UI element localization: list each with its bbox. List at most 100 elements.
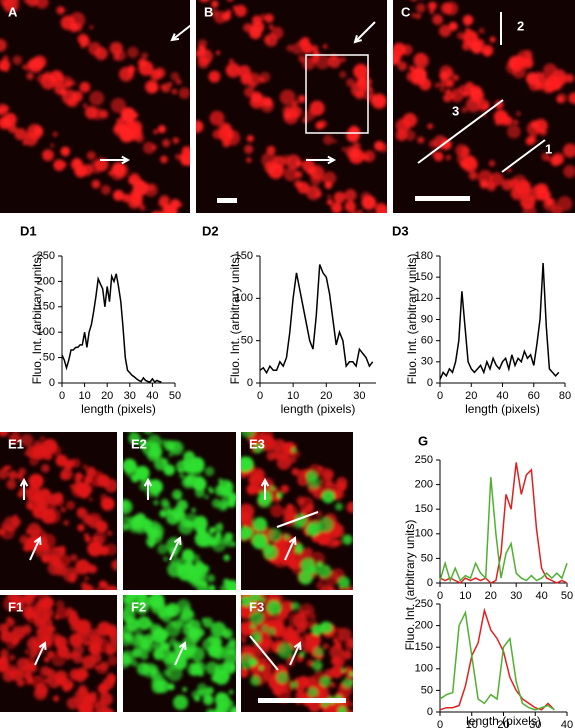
texture-dot — [265, 595, 274, 598]
texture-dot — [251, 533, 268, 549]
texture-dot — [296, 689, 301, 694]
texture-dot — [258, 76, 266, 84]
texture-dot — [249, 26, 262, 40]
texture-dot — [267, 528, 282, 542]
texture-dot — [284, 446, 294, 456]
y-tick-label: 0 — [49, 377, 55, 389]
texture-dot — [168, 452, 173, 457]
texture-dot — [79, 81, 91, 93]
texture-dot — [551, 79, 563, 91]
texture-dot — [300, 37, 311, 47]
texture-dot — [260, 98, 275, 113]
texture-dot — [160, 155, 168, 164]
texture-dot — [59, 7, 66, 14]
texture-dot — [302, 117, 308, 123]
texture-dot — [209, 110, 225, 126]
texture-dot — [84, 475, 93, 484]
texture-dot — [433, 135, 448, 150]
x-tick-label: 10 — [459, 590, 471, 602]
texture-dot — [316, 581, 325, 590]
texture-dot — [360, 215, 365, 220]
texture-dot — [127, 518, 144, 534]
texture-dot — [349, 680, 353, 686]
x-tick-label: 30 — [510, 590, 522, 602]
texture-dot — [74, 620, 89, 635]
texture-dot — [12, 595, 26, 607]
scale-bar — [415, 196, 470, 201]
arrow-head — [353, 35, 362, 44]
texture-dot — [439, 87, 445, 93]
texture-dot — [250, 595, 261, 603]
y-tick-label: 180 — [415, 250, 433, 262]
texture-dot — [186, 571, 199, 584]
texture-dot — [190, 664, 202, 676]
texture-dot — [179, 473, 185, 479]
texture-dot — [34, 505, 43, 515]
texture-dot — [349, 671, 353, 677]
texture-dot — [82, 464, 88, 470]
panel-label: D3 — [392, 223, 409, 238]
y-tick-label: 150 — [235, 250, 253, 262]
texture-dot — [248, 658, 256, 666]
texture-dot — [332, 520, 339, 527]
texture-dot — [183, 451, 195, 463]
texture-dot — [336, 481, 347, 492]
texture-dot — [135, 465, 150, 481]
arrow — [34, 642, 46, 666]
texture-dot — [253, 443, 263, 454]
texture-dot — [543, 214, 548, 219]
x-tick-label: 0 — [437, 390, 443, 402]
y-tick-label: 200 — [415, 620, 433, 632]
texture-dot — [225, 9, 232, 16]
texture-dot — [344, 638, 353, 651]
texture-dot — [148, 637, 154, 643]
texture-dot — [241, 432, 256, 438]
texture-dot — [110, 97, 126, 114]
x-tick-label: 30 — [529, 719, 541, 728]
texture-dot — [8, 470, 18, 480]
texture-dot — [559, 217, 564, 222]
texture-dot — [452, 74, 459, 81]
texture-dot — [243, 144, 254, 154]
x-tick-label: 20 — [485, 590, 497, 602]
texture-dot — [456, 31, 465, 40]
texture-dot — [323, 134, 334, 145]
texture-dot — [395, 118, 411, 134]
texture-dot — [393, 57, 401, 65]
arrow — [284, 537, 296, 561]
texture-dot — [372, 224, 386, 238]
texture-dot — [260, 435, 277, 452]
texture-dot — [110, 721, 115, 726]
texture-dot — [11, 421, 22, 432]
texture-dot — [404, 129, 416, 141]
texture-dot — [201, 617, 206, 623]
texture-dot — [32, 493, 44, 505]
texture-dot — [195, 628, 205, 638]
panel-label: F3 — [249, 599, 264, 614]
texture-dot — [0, 414, 7, 422]
micrograph-texture — [123, 432, 236, 590]
texture-dot — [463, 18, 471, 26]
texture-dot — [306, 470, 318, 482]
texture-dot — [107, 530, 112, 536]
texture-dot — [526, 121, 542, 137]
texture-dot — [99, 661, 110, 671]
texture-dot — [468, 171, 478, 181]
texture-dot — [315, 121, 324, 130]
texture-dot — [139, 636, 144, 642]
texture-dot — [153, 488, 158, 493]
texture-dot — [250, 91, 263, 103]
texture-dot — [344, 200, 356, 213]
texture-dot — [251, 630, 262, 641]
texture-dot — [89, 24, 94, 30]
texture-dot — [52, 131, 58, 137]
texture-dot — [166, 665, 183, 682]
y-tick-label: 60 — [421, 335, 433, 347]
x-tick-label: 40 — [146, 390, 158, 402]
texture-dot — [217, 122, 233, 137]
texture-dot — [53, 159, 66, 171]
texture-dot — [106, 585, 117, 590]
texture-dot — [110, 165, 125, 181]
texture-dot — [525, 72, 539, 85]
texture-dot — [66, 697, 79, 710]
